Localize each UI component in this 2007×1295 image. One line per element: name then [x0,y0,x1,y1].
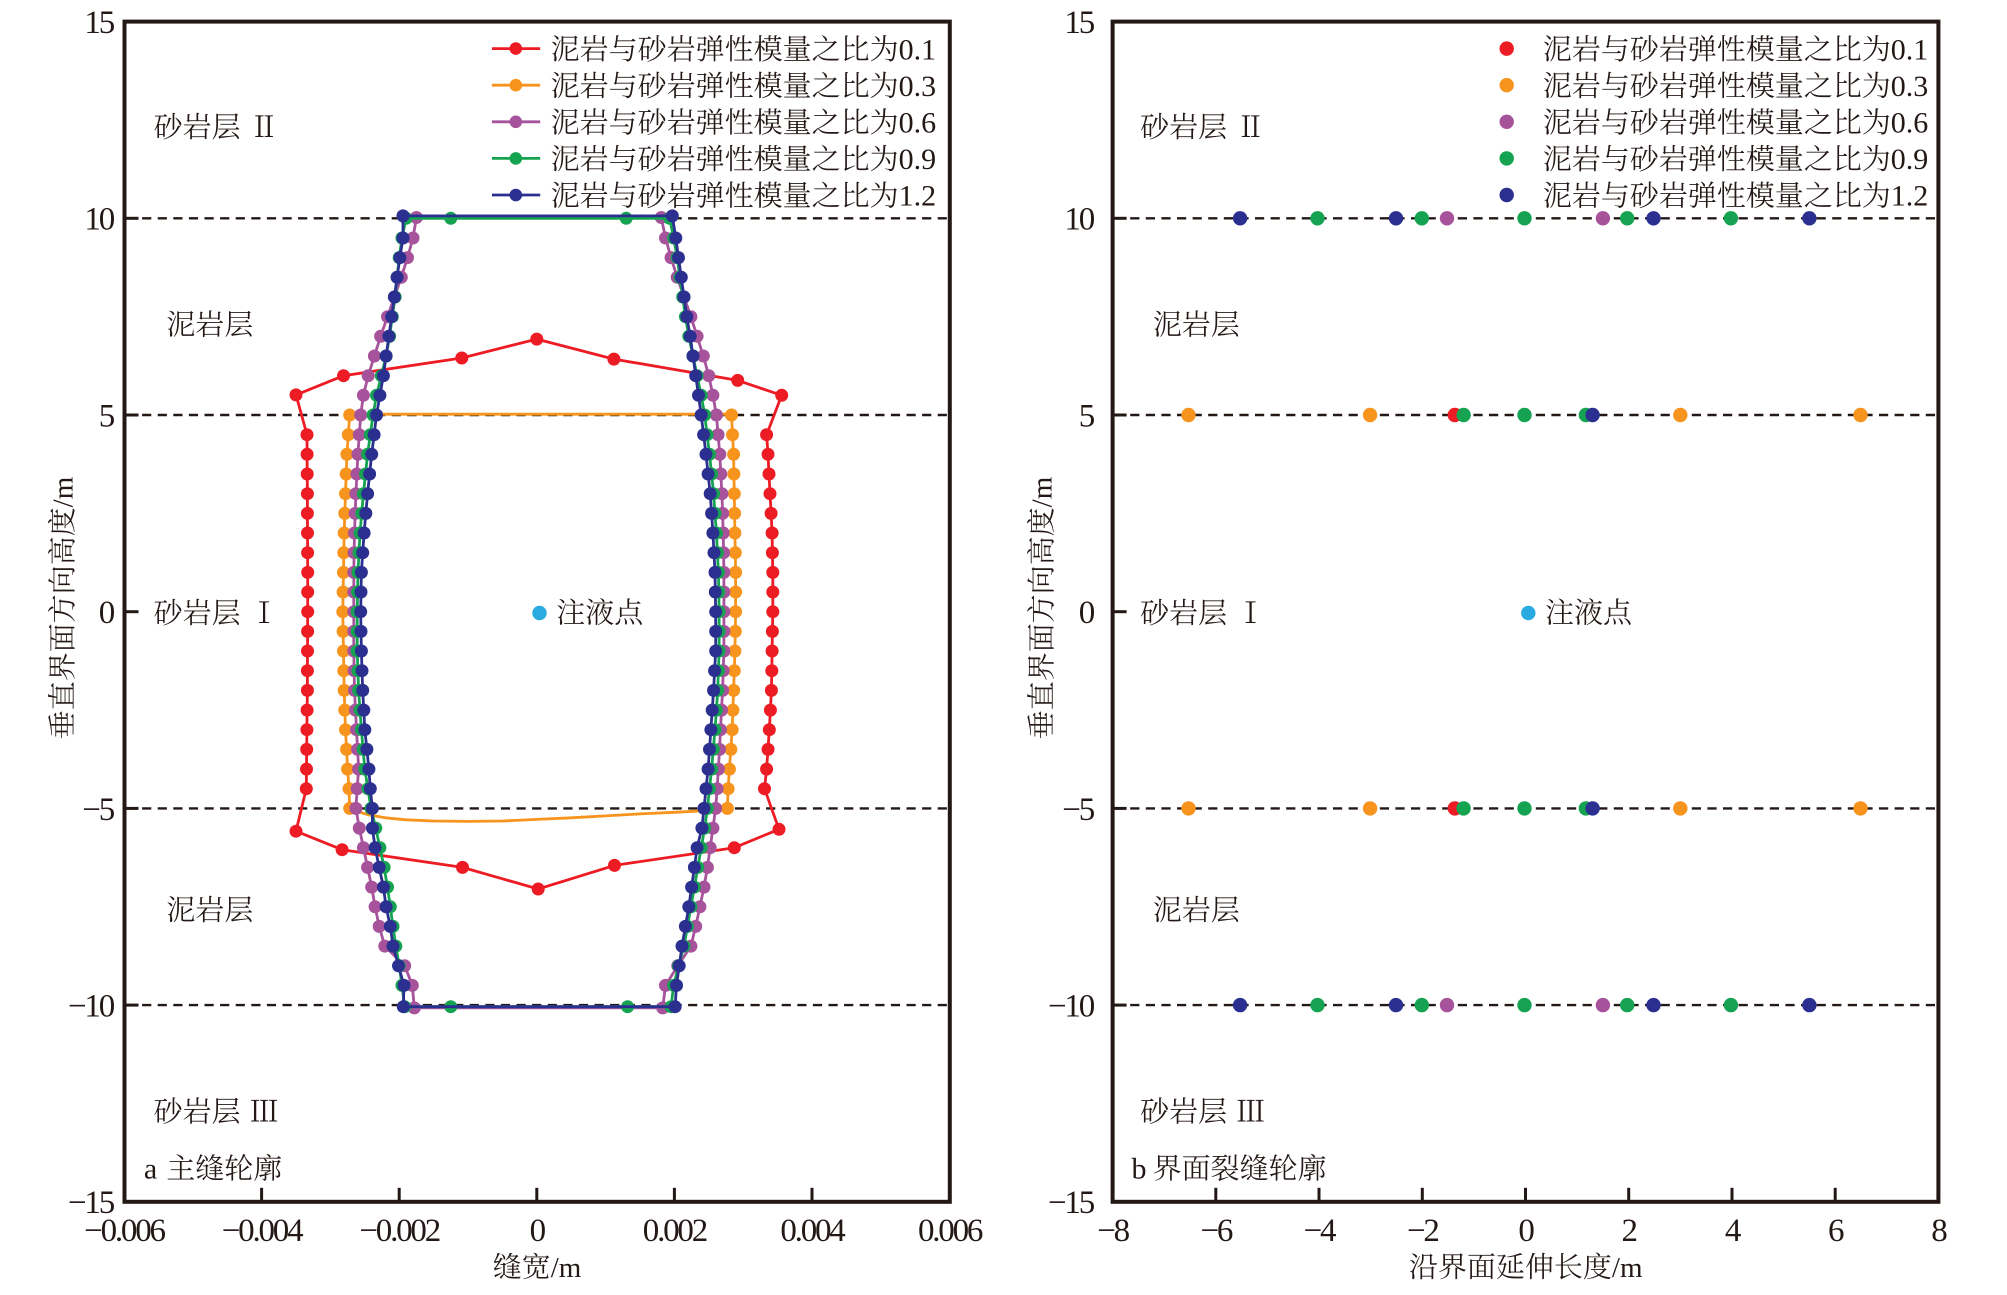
svg-text:0.1: 0.1 [1891,33,1929,66]
svg-text:−10: −10 [68,989,115,1025]
svg-text:10: 10 [84,202,114,238]
svg-text:0.004: 0.004 [780,1213,845,1249]
svg-text:8: 8 [1931,1213,1947,1249]
svg-text:0.3: 0.3 [1891,70,1929,103]
svg-text:−8: −8 [1097,1213,1129,1249]
svg-text:0: 0 [530,1213,546,1249]
svg-text:−2: −2 [1407,1213,1438,1249]
svg-text:0.006: 0.006 [918,1213,983,1249]
svg-text:6: 6 [1828,1213,1844,1249]
svg-text:b: b [1132,1153,1147,1186]
svg-text:15: 15 [1064,5,1094,41]
svg-text:0.9: 0.9 [1891,143,1929,176]
svg-text:−5: −5 [1062,792,1094,828]
svg-text:15: 15 [84,5,114,41]
svg-text:−5: −5 [82,792,114,828]
svg-text:−0.006: −0.006 [84,1213,165,1249]
svg-text:a: a [144,1153,157,1186]
svg-text:−10: −10 [1048,989,1095,1025]
svg-text:0.6: 0.6 [899,107,937,140]
svg-text:/m: /m [551,1252,582,1284]
svg-text:−6: −6 [1200,1213,1232,1249]
svg-text:0: 0 [99,595,115,631]
svg-text:/m: /m [1027,476,1059,507]
svg-text:5: 5 [1079,398,1095,434]
svg-text:−0.004: −0.004 [222,1213,303,1249]
svg-text:−0.002: −0.002 [359,1213,439,1249]
svg-text:−4: −4 [1304,1213,1336,1249]
svg-text:4: 4 [1725,1213,1741,1249]
svg-text:0: 0 [1518,1213,1534,1249]
svg-text:−15: −15 [1048,1185,1095,1221]
svg-text:0: 0 [1079,595,1095,631]
svg-text:/m: /m [48,476,80,507]
svg-text:10: 10 [1064,202,1094,238]
svg-text:0.9: 0.9 [899,143,937,176]
svg-text:2: 2 [1622,1213,1637,1249]
svg-text:0.3: 0.3 [899,70,937,103]
svg-text:5: 5 [99,398,115,434]
svg-text:0.002: 0.002 [643,1213,707,1249]
svg-text:1.2: 1.2 [899,180,937,213]
svg-text:0.1: 0.1 [899,33,937,66]
svg-text:0.6: 0.6 [1891,107,1929,140]
svg-text:/m: /m [1612,1252,1643,1284]
svg-text:−15: −15 [68,1185,115,1221]
svg-text:1.2: 1.2 [1891,180,1929,213]
